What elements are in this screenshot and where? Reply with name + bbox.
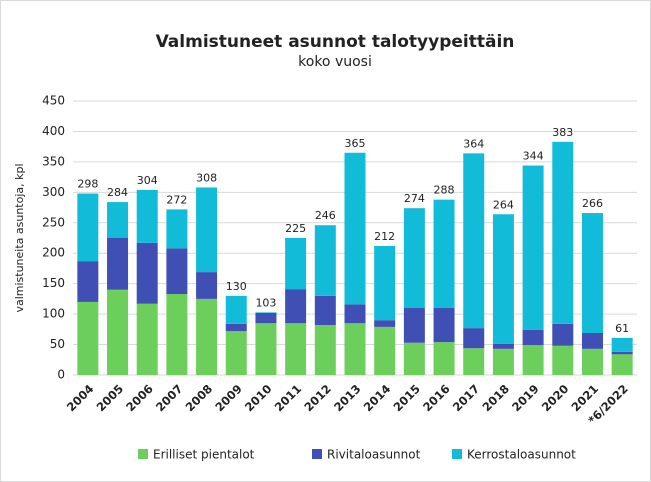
- bar-segment: [552, 141, 574, 324]
- legend-label: Rivitaloasunnot: [327, 448, 421, 462]
- bar-segment: [107, 289, 129, 375]
- total-label: 246: [315, 209, 336, 222]
- total-label: 266: [582, 197, 603, 210]
- bar-segment: [225, 295, 247, 324]
- y-tick-label: 50: [50, 337, 65, 351]
- total-label: 272: [166, 193, 187, 206]
- bar-segment: [166, 294, 188, 375]
- bar-segment: [463, 348, 485, 375]
- y-tick-label: 100: [42, 307, 65, 321]
- bar-segment: [581, 332, 603, 349]
- y-tick-label: 400: [42, 124, 65, 138]
- bar-segment: [492, 343, 514, 349]
- bar-segment: [581, 348, 603, 375]
- bar-segment: [374, 245, 396, 321]
- legend-swatch: [452, 449, 462, 459]
- bar-segment: [611, 351, 633, 355]
- bar-segment: [522, 345, 544, 375]
- total-label: 264: [493, 198, 514, 211]
- bar-segment: [136, 242, 158, 304]
- y-tick-label: 450: [42, 94, 65, 108]
- legend-label: Erilliset pientalot: [153, 448, 255, 462]
- bar-segment: [403, 208, 425, 309]
- bar-segment: [611, 337, 633, 352]
- bar-segment: [581, 213, 603, 333]
- total-label: 225: [285, 222, 306, 235]
- bar-segment: [403, 308, 425, 343]
- total-label: 365: [345, 137, 366, 150]
- bar-segment: [522, 329, 544, 346]
- y-tick-label: 200: [42, 246, 65, 260]
- bar-segment: [492, 348, 514, 375]
- bar-segment: [314, 325, 336, 375]
- y-tick-label: 150: [42, 276, 65, 290]
- total-label: 130: [226, 280, 247, 293]
- bar-segment: [374, 320, 396, 327]
- bar-segment: [136, 189, 158, 243]
- bar-segment: [166, 248, 188, 295]
- bar-segment: [107, 238, 129, 290]
- bar-segment: [433, 308, 455, 343]
- total-label: 308: [196, 171, 217, 184]
- y-tick-label: 0: [57, 368, 65, 382]
- bar-segment: [403, 342, 425, 375]
- bar-segment: [196, 272, 218, 299]
- legend-swatch: [312, 449, 322, 459]
- bar-segment: [107, 202, 129, 238]
- bar-segment: [77, 261, 99, 302]
- bar-segment: [433, 342, 455, 375]
- bar-segment: [611, 354, 633, 375]
- bar-segment: [225, 323, 247, 332]
- bar-segment: [344, 152, 366, 305]
- total-label: 298: [77, 178, 98, 191]
- bar-segment: [344, 304, 366, 324]
- bar-segment: [285, 238, 307, 290]
- chart-subtitle: koko vuosi: [298, 54, 372, 70]
- y-tick-label: 300: [42, 185, 65, 199]
- bar-segment: [255, 312, 277, 313]
- bar-segment: [196, 298, 218, 375]
- y-tick-label: 250: [42, 215, 65, 229]
- total-label: 274: [404, 192, 425, 205]
- bar-segment: [166, 209, 188, 249]
- total-label: 284: [107, 186, 128, 199]
- chart-title: Valmistuneet asunnot talotyypeittäin: [156, 32, 515, 52]
- bar-segment: [285, 289, 307, 324]
- legend-label: Kerrostaloasunnot: [467, 448, 576, 462]
- total-label: 61: [615, 322, 629, 335]
- bar-segment: [225, 331, 247, 375]
- bar-segment: [492, 214, 514, 344]
- bar-segment: [344, 323, 366, 375]
- bar-segment: [136, 303, 158, 375]
- bar-segment: [552, 323, 574, 346]
- total-label: 288: [434, 184, 455, 197]
- bar-segment: [552, 345, 574, 375]
- bar-segment: [314, 225, 336, 296]
- total-label: 212: [374, 230, 395, 243]
- bar-segment: [314, 295, 336, 326]
- bar-segment: [255, 312, 277, 324]
- total-label: 383: [552, 126, 573, 139]
- bar-segment: [285, 323, 307, 375]
- bar-segment: [433, 199, 455, 309]
- total-label: 344: [523, 150, 544, 163]
- bar-segment: [196, 187, 218, 273]
- bar-segment: [374, 326, 396, 375]
- bar-segment: [463, 328, 485, 349]
- total-label: 364: [463, 137, 484, 150]
- bar-segment: [255, 323, 277, 375]
- bar-segment: [463, 153, 485, 329]
- total-label: 103: [255, 296, 276, 309]
- bar-segment: [77, 193, 99, 262]
- bar-segment: [77, 301, 99, 375]
- total-label: 304: [137, 174, 158, 187]
- bar-segment: [522, 165, 544, 330]
- legend-swatch: [138, 449, 148, 459]
- y-axis-label: valmistuneita asuntoja, kpl: [13, 163, 26, 312]
- y-tick-label: 350: [42, 154, 65, 168]
